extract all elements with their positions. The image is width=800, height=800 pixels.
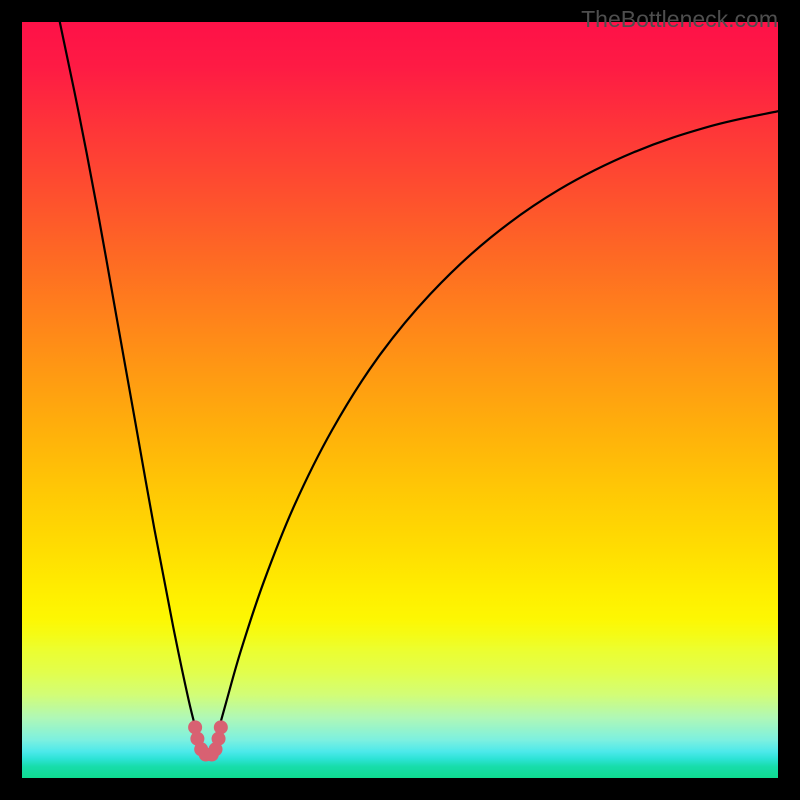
bottleneck-curve-svg xyxy=(22,22,778,778)
curve-left-branch xyxy=(60,22,198,735)
chart-container: TheBottleneck.com xyxy=(0,0,800,800)
watermark-text: TheBottleneck.com xyxy=(581,6,778,33)
valley-marker-dot xyxy=(214,720,228,734)
curve-right-branch xyxy=(217,111,778,735)
plot-area xyxy=(22,22,778,778)
